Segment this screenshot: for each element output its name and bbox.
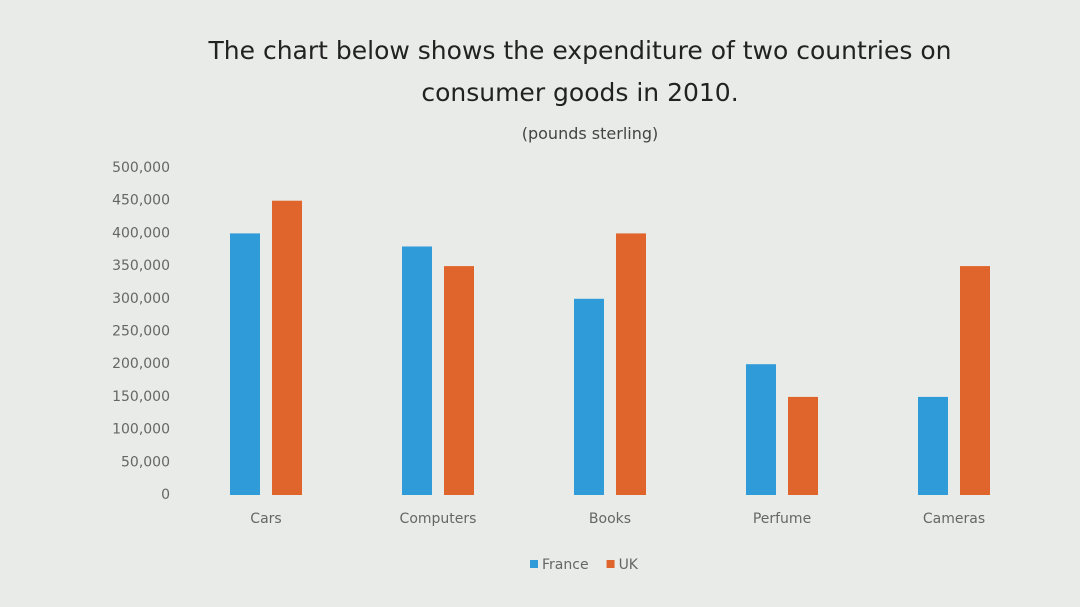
bar (574, 298, 604, 495)
y-tick-label: 300,000 (112, 291, 170, 307)
y-tick-label: 100,000 (112, 422, 170, 438)
x-tick-label: Perfume (753, 511, 811, 527)
legend-label: UK (619, 557, 639, 573)
bar (230, 233, 260, 495)
bar (960, 266, 990, 495)
bar (788, 396, 818, 495)
y-tick-label: 150,000 (112, 389, 170, 405)
bar (918, 396, 948, 495)
y-tick-label: 50,000 (121, 454, 170, 470)
bar (402, 246, 432, 495)
legend-swatch (606, 560, 615, 568)
y-tick-label: 400,000 (112, 225, 170, 241)
chart-title: The chart below shows the expenditure of… (208, 36, 952, 107)
y-tick-label: 350,000 (112, 258, 170, 274)
bar (444, 266, 474, 495)
y-tick-label: 0 (161, 487, 170, 503)
y-tick-label: 200,000 (112, 356, 170, 372)
x-tick-label: Cameras (923, 511, 985, 527)
legend-swatch (530, 560, 538, 568)
x-tick-label: Cars (250, 511, 281, 527)
x-tick-label: Books (589, 511, 631, 527)
y-tick-label: 250,000 (112, 324, 170, 340)
bar (746, 364, 776, 495)
chart-subtitle: (pounds sterling) (521, 124, 659, 143)
y-tick-label: 500,000 (112, 160, 170, 176)
bar (272, 200, 302, 495)
y-tick-label: 450,000 (112, 193, 170, 209)
bar (616, 233, 646, 495)
legend-label: France (542, 557, 589, 573)
x-tick-label: Computers (400, 511, 477, 527)
